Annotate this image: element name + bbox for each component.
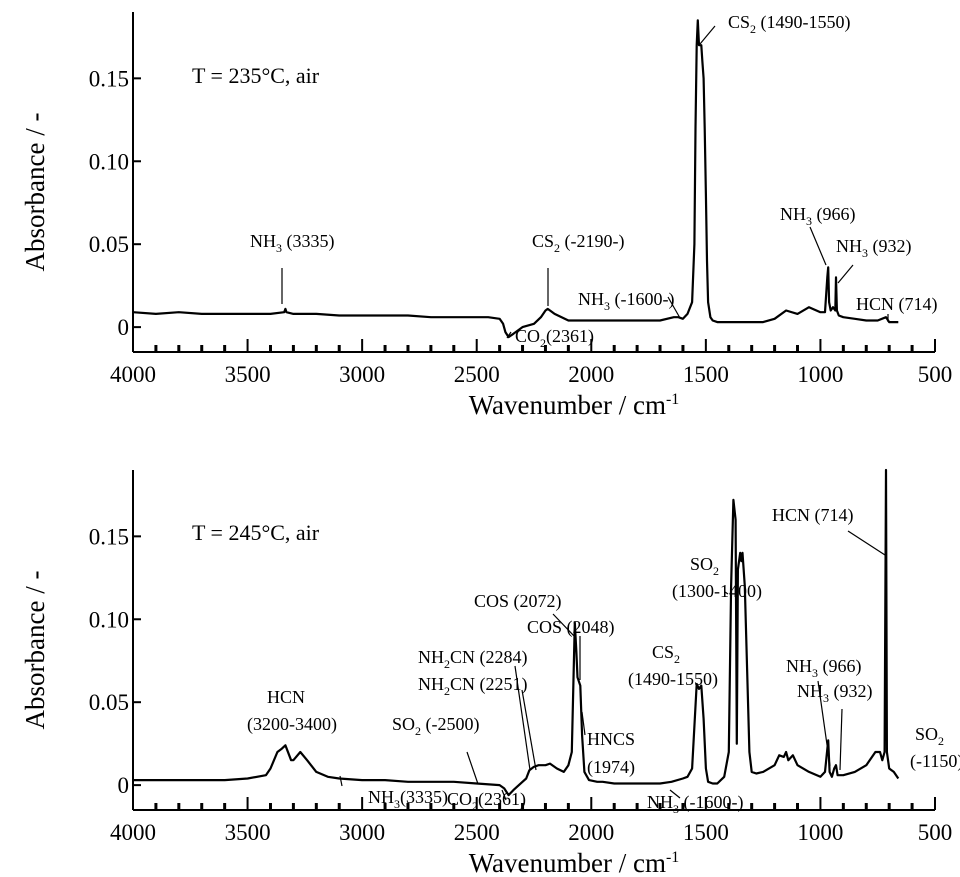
peak-annotation-hcn_3200_range: (3200-3400) [247, 714, 337, 735]
peak-annotation-nh2cn_2251: NH2CN (2251) [418, 674, 528, 698]
x-tick-label: 2500 [454, 362, 500, 387]
x-tick-label: 3000 [339, 820, 385, 845]
x-tick-label: 3500 [225, 362, 271, 387]
y-tick-label: 0.05 [89, 690, 129, 715]
annotation-leader-line [699, 25, 716, 45]
annotation-leader-line [521, 689, 537, 771]
peak-annotation-nh3_966: NH3 (966) [780, 204, 856, 228]
annotation-leader-line [817, 680, 831, 767]
peak-annotation-nh3_932: NH3 (932) [836, 236, 912, 260]
y-tick-label: 0.15 [89, 66, 129, 91]
peak-annotation-nh3_932: NH3 (932) [797, 681, 873, 705]
annotation-leader-line [837, 264, 854, 284]
annotation-leader-line [501, 789, 507, 801]
peak-annotation-hncs: HNCS [587, 729, 635, 749]
peak-annotation-nh3_3335: NH3 (3335) [250, 231, 335, 255]
x-tick-label: 4000 [110, 820, 156, 845]
y-tick-label: 0 [118, 315, 130, 340]
x-tick-label: 3000 [339, 362, 385, 387]
peak-annotation-nh3_1600: NH3 (-1600-) [647, 792, 743, 816]
annotation-leader-line [466, 751, 479, 785]
y-tick-label: 0 [118, 773, 130, 798]
peak-annotation-cos_2048: COS (2048) [527, 617, 615, 638]
peak-annotation-nh2cn_2284: NH2CN (2284) [418, 647, 528, 671]
x-tick-label: 2500 [454, 820, 500, 845]
x-axis-title: Wavenumber / cm-1 [469, 390, 680, 420]
annotation-leader-line [506, 331, 512, 339]
annotation-leader-line [839, 708, 843, 771]
x-tick-label: 500 [918, 820, 953, 845]
x-axis-title: Wavenumber / cm-1 [469, 848, 680, 877]
annotation-leader-line [724, 591, 729, 595]
annotation-leader-line [339, 775, 343, 787]
x-tick-label: 1000 [797, 820, 843, 845]
x-tick-label: 500 [918, 362, 953, 387]
peak-annotation-co2_2361: CO2(2361) [515, 326, 594, 350]
x-tick-label: 3500 [225, 820, 271, 845]
annotation-leader-line [667, 296, 681, 319]
spectrum-line [132, 19, 899, 339]
annotation-leader-line [552, 613, 576, 638]
peak-annotation-cs2: CS2 [652, 642, 680, 666]
peak-annotation-so2_b: SO2 [915, 724, 944, 748]
annotation-leader-line [847, 530, 886, 556]
x-tick-label: 2000 [568, 820, 614, 845]
annotation-leader-line [514, 665, 531, 771]
y-tick-label: 0.05 [89, 232, 129, 257]
annotation-leader-line [581, 711, 586, 736]
peak-annotation-so2_1150: (-1150) [910, 751, 960, 772]
annotation-leader-line [809, 226, 827, 266]
annotation-leader-line [669, 789, 681, 799]
top-panel: T = 235°C, air 4000 3500 3000 2500 2000 1500 1… [20, 12, 952, 420]
y-tick-label: 0.15 [89, 524, 129, 549]
peak-annotation-hcn_714: HCN (714) [772, 505, 854, 526]
peak-annotation-cs2_1490: CS2 (1490-1550) [728, 12, 851, 36]
peak-annotation-so2: SO2 [690, 554, 719, 578]
bottom-panel: T = 245°C, air 4000 3500 3000 2500 2000 1500 1… [20, 468, 960, 877]
x-tick-label: 2000 [568, 362, 614, 387]
peak-annotation-cs2_2190: CS2 (-2190-) [532, 231, 625, 255]
y-tick-label: 0.10 [89, 607, 129, 632]
peak-annotation-hcn_714: HCN (714) [856, 294, 938, 315]
x-tick-label: 1500 [683, 820, 729, 845]
panel-condition-label: T = 245°C, air [192, 520, 320, 545]
spectrum-line [133, 468, 900, 797]
x-tick-label: 4000 [110, 362, 156, 387]
x-tick-label: 1000 [797, 362, 843, 387]
panel-condition-label: T = 235°C, air [192, 63, 320, 88]
y-axis-title: Absorbance / - [20, 571, 50, 730]
peak-annotation-nh3_1600: NH3 (-1600-) [578, 289, 674, 313]
x-tick-label: 1500 [683, 362, 729, 387]
y-axis-title: Absorbance / - [20, 113, 50, 272]
peak-annotation-cos_2072: COS (2072) [474, 591, 562, 612]
peak-annotation-nh3_966: NH3 (966) [786, 656, 862, 680]
y-tick-label: 0.10 [89, 149, 129, 174]
peak-annotation-so2_range: (1300-1400) [672, 581, 762, 602]
peak-annotation-hncs_1974: (1974) [587, 757, 635, 778]
peak-annotation-cs2_range: (1490-1550) [628, 669, 718, 690]
peak-annotation-so2_2500: SO2 (-2500) [392, 714, 480, 738]
peak-annotation-hcn_3200: HCN [267, 687, 305, 707]
